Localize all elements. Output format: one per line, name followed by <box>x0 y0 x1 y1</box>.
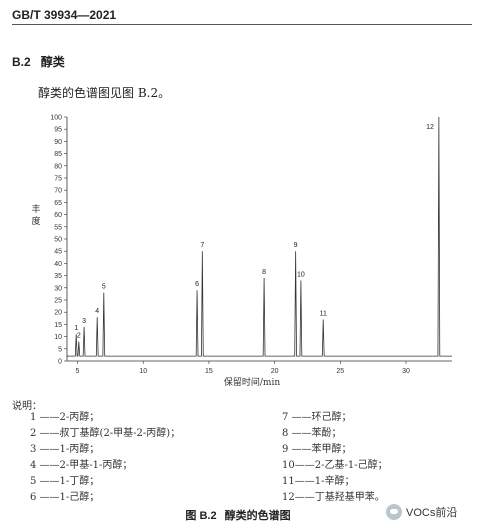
x-ticks: 5 10 15 20 25 30 <box>76 361 410 375</box>
peak-label: 6 <box>195 281 199 288</box>
peak-label: 3 <box>82 318 86 325</box>
watermark-text: VOCs前沿 <box>406 507 458 519</box>
y-tick-label: 20 <box>54 310 62 317</box>
legend-item: 9 ——苯甲醇； <box>282 444 352 455</box>
y-tick-label: 25 <box>54 298 62 305</box>
y-tick-label: 30 <box>54 285 62 292</box>
peak-label: 2 <box>77 332 81 339</box>
y-axis-label-char: 度 <box>31 215 40 227</box>
y-tick-label: 100 <box>50 115 62 122</box>
wechat-icon <box>386 504 402 520</box>
y-ticks: 0 5 10 15 20 25 30 35 40 45 50 55 60 65 70 75 80 85 90 95 10… <box>50 115 67 366</box>
peak-label: 7 <box>200 242 204 249</box>
y-tick-label: 40 <box>54 261 62 268</box>
header-rule <box>12 24 472 25</box>
peak-label: 1 <box>74 325 78 332</box>
y-axis-label: 丰度 <box>31 203 40 227</box>
y-tick-label: 45 <box>54 249 62 256</box>
intro-text: 醇类的色谱图见图 B.2。 <box>38 86 171 100</box>
caption-title: 醇类的色谱图 <box>224 510 291 522</box>
legend-item: 5 ——1-丁醇； <box>30 476 100 487</box>
legend-item: 7 ——环己醇； <box>282 412 352 423</box>
legend-right: 7 ——环己醇； 8 ——苯酚； 9 ——苯甲醇； 10——2-乙基-1-己醇；… <box>282 410 388 506</box>
y-tick-label: 80 <box>54 163 62 170</box>
y-tick-label: 85 <box>54 151 62 158</box>
peak-label: 12 <box>426 124 434 131</box>
x-tick-label: 5 <box>76 368 80 375</box>
x-tick-label: 10 <box>139 368 147 375</box>
y-tick-label: 70 <box>54 188 62 195</box>
legend-title: 说明： <box>12 401 42 412</box>
y-tick-label: 60 <box>54 212 62 219</box>
figure-caption: 图 B.2 醇类的色谱图 <box>0 507 484 523</box>
standard-code: GB/T 39934—2021 <box>12 8 117 22</box>
y-axis-label-char: 丰 <box>31 203 40 215</box>
watermark: VOCs前沿 <box>386 499 484 525</box>
legend-item: 11——1-辛醇； <box>282 476 355 487</box>
y-tick-label: 0 <box>58 359 62 366</box>
peak-label: 5 <box>102 284 106 291</box>
chart-axes <box>66 117 452 362</box>
peak-label: 11 <box>320 311 327 318</box>
x-tick-label: 30 <box>402 368 410 375</box>
legend-left: 1 ——2-丙醇； 2 ——叔丁基醇(2-甲基-2-丙醇)； 3 ——1-丙醇；… <box>30 410 180 506</box>
legend-item: 1 ——2-丙醇； <box>30 412 100 423</box>
y-tick-label: 35 <box>54 273 62 280</box>
y-tick-label: 5 <box>58 346 62 353</box>
y-tick-label: 55 <box>54 224 62 231</box>
y-tick-label: 50 <box>54 237 62 244</box>
caption-number: 图 B.2 <box>185 510 217 522</box>
legend-item: 6 ——1-己醇； <box>30 492 100 503</box>
section-title: 醇类 <box>40 55 65 69</box>
y-tick-label: 90 <box>54 139 62 146</box>
y-tick-label: 15 <box>54 322 62 329</box>
legend-item: 2 ——叔丁基醇(2-甲基-2-丙醇)； <box>30 428 181 439</box>
chromatogram-trace <box>67 116 452 357</box>
y-tick-label: 10 <box>54 334 62 341</box>
section-heading: B.2 醇类 <box>12 53 75 70</box>
y-tick-label: 65 <box>54 200 62 207</box>
x-axis-label: 保留时间/min <box>224 376 280 388</box>
x-tick-label: 20 <box>271 368 279 375</box>
y-tick-label: 75 <box>54 176 62 183</box>
peak-label: 8 <box>262 269 266 276</box>
peak-label: 10 <box>297 271 305 278</box>
x-tick-label: 25 <box>336 368 344 375</box>
legend-item: 12——丁基羟基甲苯。 <box>282 492 385 503</box>
legend-item: 10——2-乙基-1-己醇； <box>282 460 388 471</box>
legend-item: 3 ——1-丙醇； <box>30 444 100 455</box>
legend-item: 8 ——苯酚； <box>282 428 342 439</box>
peak-label: 4 <box>95 308 99 315</box>
chromatogram: 0510152025303540455055606570758085909510… <box>31 115 452 388</box>
legend-item: 4 ——2-甲基-1-丙醇； <box>30 460 133 471</box>
y-tick-label: 95 <box>54 127 62 134</box>
x-tick-label: 15 <box>205 368 213 375</box>
peak-label: 9 <box>294 242 298 249</box>
section-number: B.2 <box>12 55 31 69</box>
